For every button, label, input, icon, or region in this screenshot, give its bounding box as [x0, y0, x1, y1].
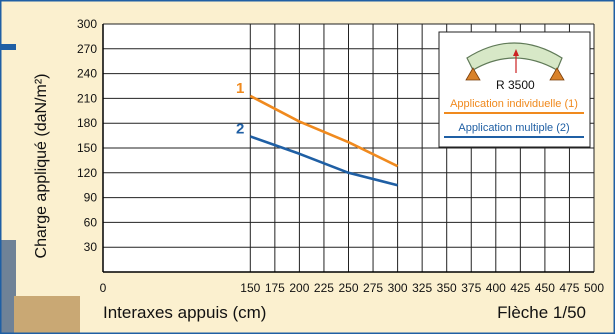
- radius-arrowhead-icon: [513, 49, 519, 56]
- y-axis-label: Charge appliqué (daN/m²): [33, 74, 50, 259]
- legend-radius-label: R 3500: [496, 78, 535, 92]
- series-1-marker-label: 1: [236, 80, 244, 97]
- left-blue-accent: [0, 44, 16, 50]
- x-tick-label: 250: [338, 281, 358, 295]
- series-1-line: [249, 94, 399, 168]
- y-tick-label: 300: [77, 17, 97, 31]
- legend: R 3500 Application individuelle (1) Appl…: [438, 31, 591, 148]
- series-2-marker-label: 2: [236, 120, 244, 137]
- y-tick-label: 60: [84, 215, 98, 229]
- y-tick-label: 210: [77, 91, 97, 105]
- x-tick-label: 350: [437, 281, 457, 295]
- y-tick-label: 120: [77, 166, 97, 180]
- x-tick-label: 400: [486, 281, 506, 295]
- x-tick-label: 275: [363, 281, 383, 295]
- x-tick-label: 475: [559, 281, 579, 295]
- photo-fragment: [0, 240, 16, 334]
- y-tick-label: 240: [77, 67, 97, 81]
- legend-entry-1-label: Application individuelle (1): [450, 98, 578, 110]
- y-tick-label: 180: [77, 116, 97, 130]
- photo-fragment-brick: [14, 296, 80, 334]
- x-tick-label: 200: [289, 281, 309, 295]
- y-tick-label: 150: [77, 141, 97, 155]
- y-tick-label: 30: [84, 240, 98, 254]
- legend-entry-2-label: Application multiple (2): [458, 122, 569, 134]
- x-tick-label: 0: [100, 281, 107, 295]
- x-tick-label: 175: [265, 281, 285, 295]
- x-axis-label: Interaxes appuis (cm): [103, 303, 266, 322]
- series-layer: 12: [236, 80, 399, 187]
- x-tick-label: 375: [461, 281, 481, 295]
- x-tick-label: 325: [412, 281, 432, 295]
- x-tick-label: 300: [388, 281, 408, 295]
- x-tick-label: 450: [535, 281, 555, 295]
- y-tick-label: 270: [77, 42, 97, 56]
- y-tick-label: 90: [84, 191, 98, 205]
- support-left-icon: [465, 67, 481, 81]
- arc-beam-icon: [466, 42, 563, 71]
- x-tick-label: 225: [314, 281, 334, 295]
- series-2-line: [249, 135, 398, 187]
- x-tick-label: 150: [240, 281, 260, 295]
- support-right-icon: [549, 67, 565, 81]
- x-tick-label: 425: [510, 281, 530, 295]
- x-tick-label: 500: [584, 281, 604, 295]
- corner-label: Flèche 1/50: [497, 303, 586, 322]
